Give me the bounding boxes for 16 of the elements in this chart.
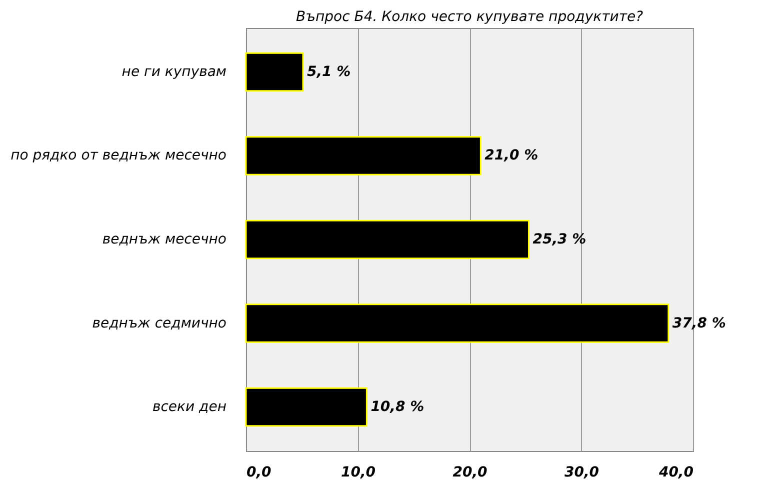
data-label: 10,8 % <box>370 399 424 416</box>
y-tick-label: веднъж месечно <box>102 232 226 248</box>
y-tick-label: по рядко от веднъж месечно <box>10 148 226 164</box>
x-tick-label: 10,0 <box>340 464 376 480</box>
x-tick-label: 20,0 <box>452 464 488 480</box>
data-label: 25,3 % <box>532 232 586 248</box>
y-tick-label: всеки ден <box>152 399 226 416</box>
data-label: 37,8 % <box>672 315 726 332</box>
data-label: 21,0 % <box>484 148 538 164</box>
x-tick-label: 0,0 <box>246 464 272 480</box>
data-label: 5,1 % <box>306 64 351 80</box>
y-tick-label: веднъж седмично <box>92 315 226 332</box>
chart-title: Въпрос Б4. Колко често купувате продуктите? <box>296 9 644 25</box>
x-tick-label: 40,0 <box>658 464 694 480</box>
y-tick-label: не ги купувам <box>122 64 227 80</box>
x-tick-label: 30,0 <box>564 464 600 480</box>
